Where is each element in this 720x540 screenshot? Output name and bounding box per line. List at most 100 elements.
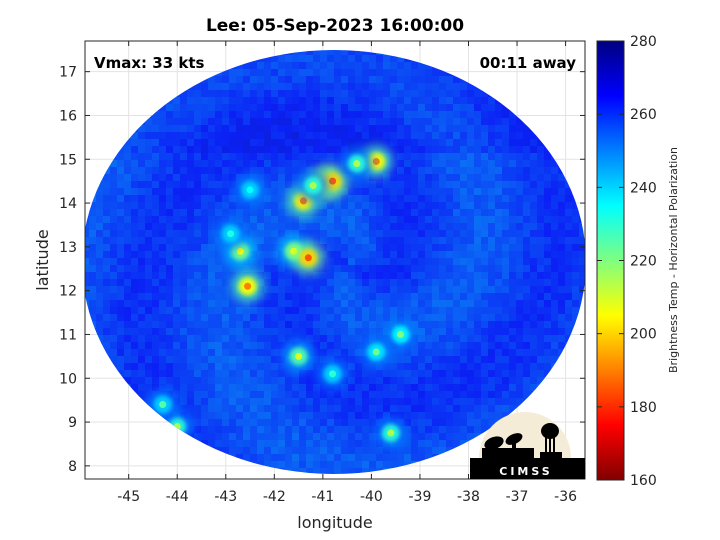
texture-cell	[250, 76, 257, 83]
texture-cell	[159, 202, 166, 209]
texture-cell	[397, 146, 404, 153]
texture-cell	[292, 146, 299, 153]
texture-cell	[159, 384, 166, 391]
texture-cell	[509, 370, 516, 377]
texture-cell	[285, 314, 292, 321]
texture-cell	[306, 118, 313, 125]
texture-cell	[103, 328, 110, 335]
texture-cell	[537, 216, 544, 223]
texture-cell	[271, 209, 278, 216]
texture-cell	[586, 342, 593, 349]
texture-cell	[376, 314, 383, 321]
texture-cell	[467, 300, 474, 307]
texture-cell	[586, 69, 593, 76]
texture-cell	[523, 328, 530, 335]
texture-cell	[271, 349, 278, 356]
texture-cell	[523, 209, 530, 216]
texture-cell	[586, 251, 593, 258]
texture-cell	[446, 377, 453, 384]
texture-cell	[292, 335, 299, 342]
texture-cell	[285, 272, 292, 279]
texture-cell	[418, 384, 425, 391]
texture-cell	[187, 251, 194, 258]
texture-cell	[418, 370, 425, 377]
texture-cell	[460, 139, 467, 146]
colorbar-tick-label: 240	[630, 180, 657, 196]
texture-cell	[397, 314, 404, 321]
texture-cell	[488, 188, 495, 195]
texture-cell	[341, 90, 348, 97]
texture-cell	[488, 202, 495, 209]
texture-cell	[348, 230, 355, 237]
texture-cell	[516, 342, 523, 349]
texture-cell	[418, 181, 425, 188]
texture-cell	[355, 328, 362, 335]
texture-cell	[264, 125, 271, 132]
texture-cell	[502, 258, 509, 265]
texture-cell	[208, 286, 215, 293]
texture-cell	[530, 300, 537, 307]
texture-cell	[152, 307, 159, 314]
texture-cell	[243, 440, 250, 447]
texture-cell	[425, 293, 432, 300]
texture-cell	[474, 258, 481, 265]
texture-cell	[523, 279, 530, 286]
texture-cell	[495, 328, 502, 335]
texture-cell	[341, 111, 348, 118]
texture-cell	[495, 335, 502, 342]
texture-cell	[166, 265, 173, 272]
texture-cell	[432, 447, 439, 454]
texture-cell	[278, 328, 285, 335]
texture-cell	[348, 111, 355, 118]
texture-cell	[320, 125, 327, 132]
texture-cell	[334, 50, 341, 55]
texture-cell	[474, 202, 481, 209]
texture-cell	[404, 251, 411, 258]
texture-cell	[523, 265, 530, 272]
texture-cell	[159, 111, 166, 118]
texture-cell	[551, 258, 558, 265]
texture-cell	[481, 412, 488, 419]
texture-cell	[117, 160, 124, 167]
texture-cell	[320, 216, 327, 223]
texture-cell	[411, 174, 418, 181]
texture-cell	[166, 300, 173, 307]
texture-cell	[327, 286, 334, 293]
texture-cell	[481, 244, 488, 251]
texture-cell	[250, 125, 257, 132]
texture-cell	[481, 328, 488, 335]
texture-cell	[404, 286, 411, 293]
texture-cell	[222, 160, 229, 167]
texture-cell	[481, 307, 488, 314]
texture-cell	[166, 272, 173, 279]
texture-cell	[138, 300, 145, 307]
texture-cell	[215, 356, 222, 363]
texture-cell	[558, 279, 565, 286]
texture-cell	[85, 223, 89, 230]
texture-cell	[208, 279, 215, 286]
texture-cell	[208, 223, 215, 230]
texture-cell	[138, 335, 145, 342]
texture-cell	[341, 342, 348, 349]
texture-cell	[390, 356, 397, 363]
texture-cell	[236, 125, 243, 132]
texture-cell	[432, 307, 439, 314]
texture-cell	[502, 349, 509, 356]
texture-cell	[159, 160, 166, 167]
texture-cell	[565, 209, 572, 216]
texture-cell	[159, 342, 166, 349]
texture-cell	[390, 202, 397, 209]
texture-cell	[348, 251, 355, 258]
texture-cell	[495, 111, 502, 118]
texture-cell	[299, 230, 306, 237]
texture-cell	[348, 461, 355, 468]
texture-cell	[180, 251, 187, 258]
texture-cell	[299, 454, 306, 461]
texture-cell	[320, 160, 327, 167]
texture-cell	[152, 293, 159, 300]
texture-cell	[439, 265, 446, 272]
texture-cell	[502, 342, 509, 349]
texture-cell	[348, 181, 355, 188]
texture-cell	[509, 181, 516, 188]
texture-cell	[194, 293, 201, 300]
